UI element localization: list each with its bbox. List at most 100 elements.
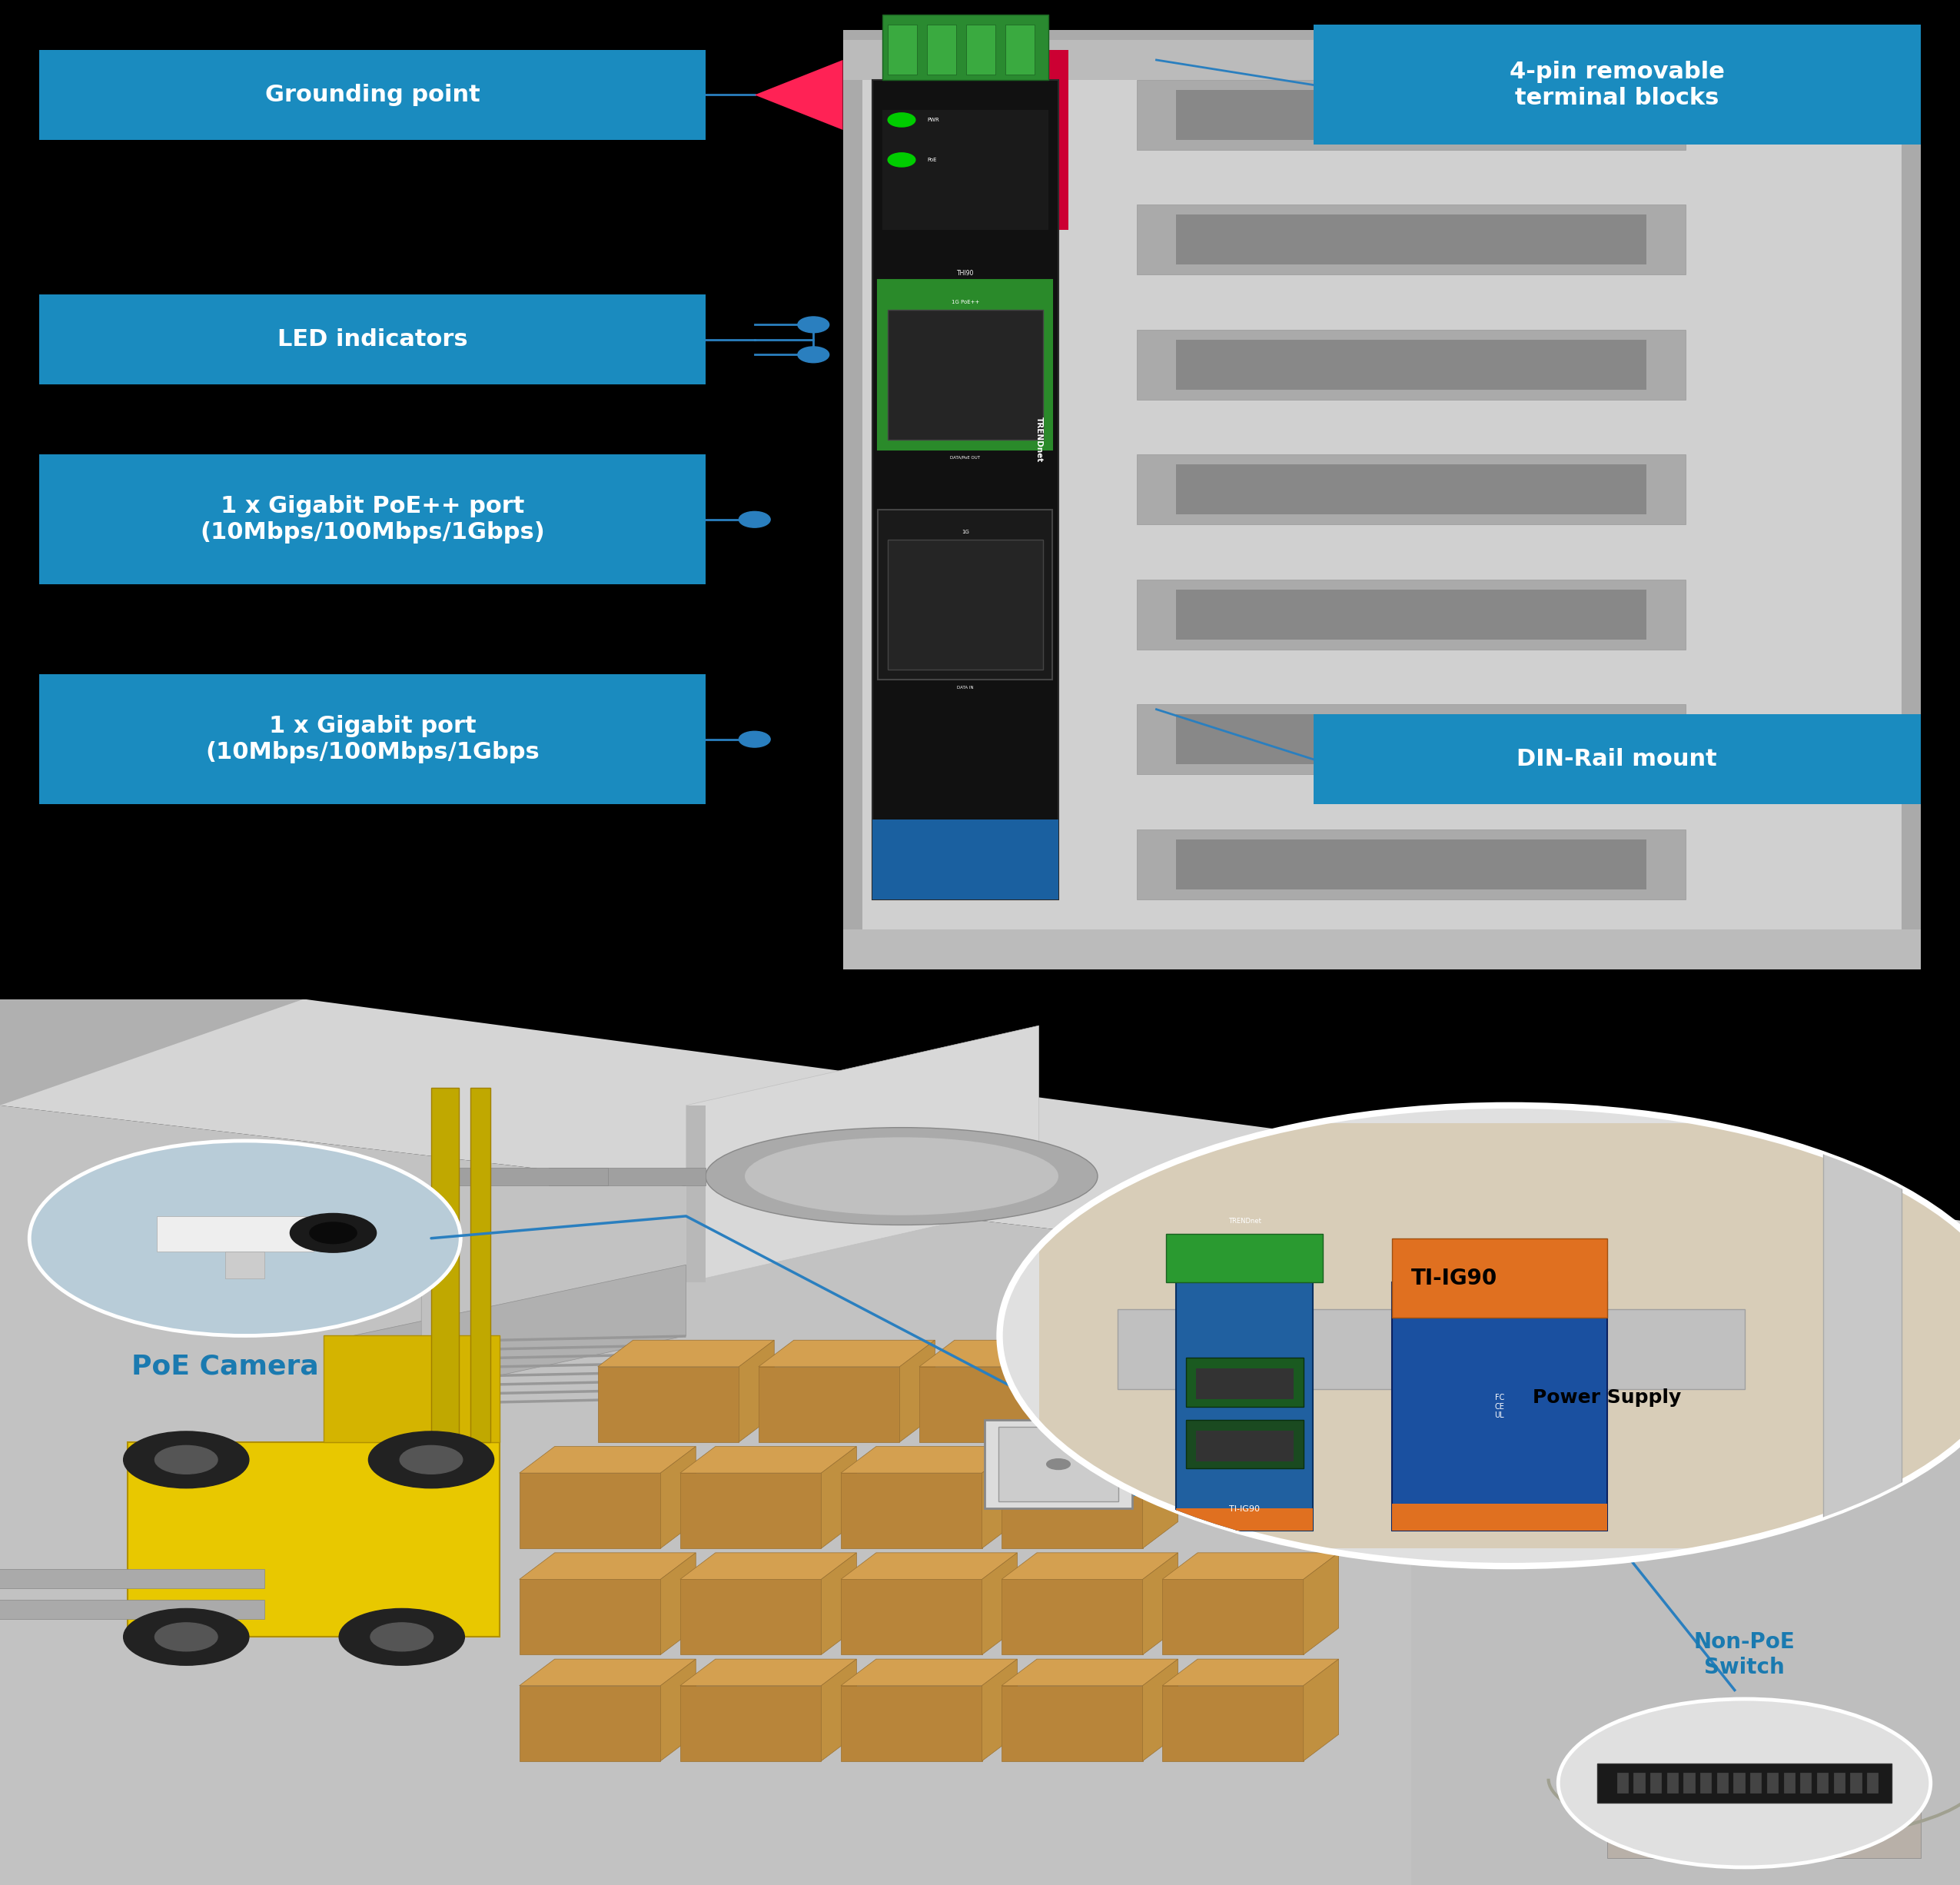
- FancyBboxPatch shape: [1186, 1419, 1303, 1468]
- Text: Power Supply: Power Supply: [1533, 1389, 1682, 1406]
- Polygon shape: [1002, 1446, 1178, 1472]
- FancyBboxPatch shape: [1176, 1282, 1313, 1531]
- FancyBboxPatch shape: [1850, 1772, 1862, 1795]
- Polygon shape: [919, 1340, 1096, 1367]
- Polygon shape: [353, 1344, 686, 1353]
- Circle shape: [739, 511, 770, 528]
- FancyBboxPatch shape: [872, 79, 1058, 899]
- Polygon shape: [353, 1361, 686, 1370]
- Polygon shape: [1080, 1340, 1256, 1367]
- Polygon shape: [0, 999, 1960, 1336]
- FancyBboxPatch shape: [888, 309, 1043, 439]
- Polygon shape: [598, 1367, 739, 1442]
- FancyBboxPatch shape: [39, 454, 706, 584]
- Polygon shape: [739, 1340, 774, 1442]
- Polygon shape: [680, 1659, 857, 1685]
- Polygon shape: [1143, 1659, 1178, 1761]
- Polygon shape: [421, 1248, 451, 1353]
- Polygon shape: [821, 1553, 857, 1655]
- Circle shape: [888, 113, 915, 126]
- FancyBboxPatch shape: [878, 509, 1053, 679]
- FancyBboxPatch shape: [1176, 90, 1646, 139]
- Circle shape: [368, 1431, 494, 1487]
- FancyBboxPatch shape: [862, 40, 1901, 939]
- Polygon shape: [549, 1167, 706, 1186]
- FancyBboxPatch shape: [39, 294, 706, 385]
- Polygon shape: [1060, 1340, 1096, 1442]
- FancyBboxPatch shape: [1866, 1772, 1878, 1795]
- Polygon shape: [841, 1446, 1017, 1472]
- Polygon shape: [157, 1216, 314, 1252]
- FancyBboxPatch shape: [1039, 1123, 1960, 1548]
- Polygon shape: [353, 1370, 686, 1380]
- Polygon shape: [519, 1580, 661, 1655]
- Polygon shape: [225, 1252, 265, 1278]
- Polygon shape: [1080, 1367, 1221, 1442]
- Circle shape: [29, 1140, 461, 1336]
- FancyBboxPatch shape: [1392, 1282, 1607, 1531]
- FancyBboxPatch shape: [1717, 1772, 1729, 1795]
- Polygon shape: [686, 1105, 706, 1282]
- FancyBboxPatch shape: [1835, 1772, 1844, 1795]
- Polygon shape: [1411, 1176, 1960, 1399]
- FancyBboxPatch shape: [39, 49, 706, 139]
- Circle shape: [798, 347, 829, 362]
- Polygon shape: [821, 1659, 857, 1761]
- Polygon shape: [519, 1446, 696, 1472]
- Text: THI90: THI90: [956, 270, 974, 277]
- FancyBboxPatch shape: [1137, 454, 1686, 524]
- FancyBboxPatch shape: [966, 25, 996, 75]
- Polygon shape: [127, 1442, 500, 1636]
- Polygon shape: [1143, 1553, 1178, 1655]
- FancyBboxPatch shape: [872, 820, 1058, 899]
- FancyBboxPatch shape: [1137, 829, 1686, 899]
- Circle shape: [123, 1608, 249, 1664]
- FancyBboxPatch shape: [431, 1088, 459, 1442]
- FancyBboxPatch shape: [843, 40, 1921, 79]
- Polygon shape: [759, 1367, 900, 1442]
- Polygon shape: [990, 49, 1068, 230]
- FancyBboxPatch shape: [1166, 1235, 1323, 1282]
- FancyBboxPatch shape: [1137, 79, 1686, 151]
- Polygon shape: [519, 1553, 696, 1580]
- FancyBboxPatch shape: [0, 1568, 265, 1589]
- Polygon shape: [519, 1659, 696, 1685]
- Text: TI-IG90: TI-IG90: [1229, 1506, 1260, 1514]
- Text: PoE: PoE: [927, 158, 937, 162]
- Circle shape: [370, 1623, 433, 1651]
- Text: Non-PoE
Switch: Non-PoE Switch: [1693, 1631, 1795, 1678]
- FancyBboxPatch shape: [1597, 1764, 1891, 1802]
- Polygon shape: [841, 1659, 1017, 1685]
- FancyBboxPatch shape: [1313, 25, 1921, 145]
- FancyBboxPatch shape: [1313, 714, 1921, 805]
- Polygon shape: [353, 1397, 686, 1406]
- Polygon shape: [900, 1340, 935, 1442]
- Polygon shape: [919, 1367, 1060, 1442]
- FancyBboxPatch shape: [1823, 1105, 1901, 1566]
- Polygon shape: [661, 1446, 696, 1548]
- Polygon shape: [519, 1472, 661, 1548]
- Polygon shape: [353, 1387, 686, 1399]
- FancyBboxPatch shape: [1196, 1369, 1294, 1399]
- Text: TRENDnet: TRENDnet: [1035, 417, 1043, 462]
- Circle shape: [339, 1608, 465, 1664]
- Polygon shape: [1002, 1659, 1178, 1685]
- Polygon shape: [680, 1553, 857, 1580]
- Polygon shape: [661, 1659, 696, 1761]
- Text: LED indicators: LED indicators: [276, 328, 468, 351]
- Circle shape: [1047, 1459, 1070, 1470]
- FancyBboxPatch shape: [1117, 1308, 1744, 1389]
- Polygon shape: [759, 1340, 935, 1367]
- FancyBboxPatch shape: [1392, 1238, 1607, 1318]
- FancyBboxPatch shape: [1176, 215, 1646, 264]
- Text: PoE Camera: PoE Camera: [131, 1353, 319, 1380]
- Polygon shape: [353, 1353, 686, 1363]
- Polygon shape: [821, 1446, 857, 1548]
- Polygon shape: [841, 1472, 982, 1548]
- Circle shape: [290, 1214, 376, 1252]
- FancyBboxPatch shape: [1666, 1772, 1678, 1795]
- Polygon shape: [451, 1167, 608, 1186]
- Polygon shape: [1143, 1446, 1178, 1548]
- Text: Grounding point: Grounding point: [265, 83, 480, 106]
- Polygon shape: [755, 60, 843, 130]
